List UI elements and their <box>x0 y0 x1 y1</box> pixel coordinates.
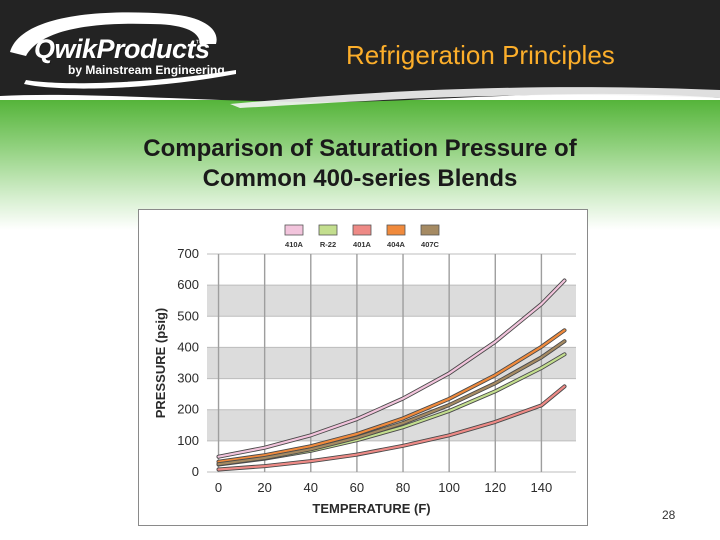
y-tick-label: 100 <box>177 433 199 448</box>
series-line-410a <box>217 279 566 458</box>
pressure-temperature-chart: 0 100 200 300 400 500 600 700 0 20 40 60 80 100 120 140… <box>153 224 576 516</box>
page-title: Refrigeration Principles <box>346 40 615 70</box>
legend-label: 401A <box>353 240 372 249</box>
chart-panel: 0 100 200 300 400 500 600 700 0 20 40 60 80 100 120 140… <box>138 209 588 526</box>
x-tick-label: 100 <box>438 480 460 495</box>
y-tick-label: 500 <box>177 308 199 323</box>
legend-swatch <box>284 224 304 236</box>
x-tick-label: 60 <box>350 480 364 495</box>
legend-swatch <box>318 224 338 236</box>
series-line-407c <box>217 340 566 466</box>
x-tick-label: 140 <box>531 480 553 495</box>
logo-wordmark: QwikProducts <box>34 34 210 64</box>
x-tick-label: 40 <box>304 480 318 495</box>
page-number: 28 <box>662 508 676 522</box>
x-tick-label: 120 <box>484 480 506 495</box>
header-shape <box>0 0 720 108</box>
logo-subtitle: by Mainstream Engineering <box>68 63 225 77</box>
y-tick-label: 0 <box>192 464 199 479</box>
legend-label: 404A <box>387 240 406 249</box>
x-tick-label: 0 <box>215 480 222 495</box>
y-axis-label: PRESSURE (psig) <box>153 308 168 419</box>
slide-heading-line-1: Comparison of Saturation Pressure of <box>143 135 577 162</box>
x-tick-label: 80 <box>396 480 410 495</box>
x-tick-label: 20 <box>257 480 271 495</box>
legend-swatch <box>386 224 406 236</box>
legend-label: 407C <box>421 240 440 249</box>
legend-swatch <box>352 224 372 236</box>
legend-label: R-22 <box>320 240 336 249</box>
header-bar: QwikProducts ™ by Mainstream Engineering… <box>0 0 720 112</box>
logo-trademark: ™ <box>195 38 204 48</box>
grid-band <box>207 347 576 379</box>
slide-heading-line-2: Common 400-series Blends <box>202 165 518 192</box>
series-line-401a <box>217 385 566 471</box>
grid-band <box>207 285 576 317</box>
green-background-band <box>0 100 720 230</box>
y-tick-label: 400 <box>177 339 199 354</box>
y-tick-label: 200 <box>177 402 199 417</box>
x-axis-label: TEMPERATURE (F) <box>312 501 430 516</box>
legend-label: 410A <box>285 240 304 249</box>
y-tick-label: 600 <box>177 277 199 292</box>
slide-heading: Comparison of Saturation Pressure of Com… <box>60 134 660 194</box>
logo-swoosh <box>10 12 217 56</box>
series-line-404a <box>217 329 566 463</box>
legend-swatch <box>420 224 440 236</box>
y-tick-label: 700 <box>177 246 199 261</box>
y-tick-label: 300 <box>177 371 199 386</box>
